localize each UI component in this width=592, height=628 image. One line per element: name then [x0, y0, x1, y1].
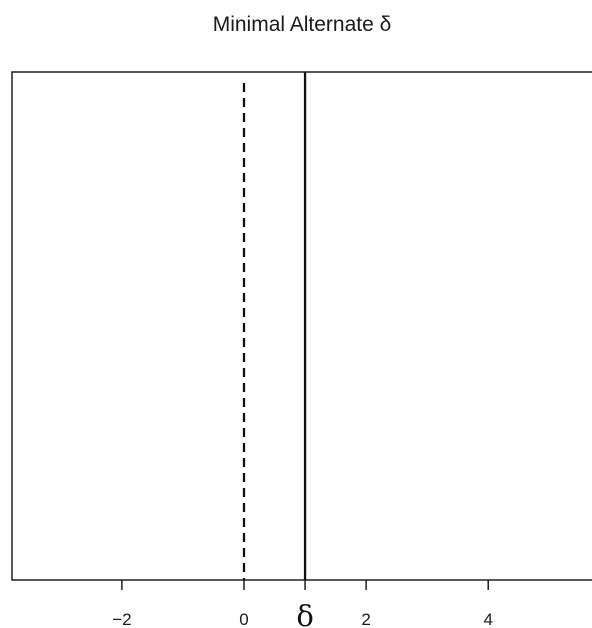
- reference-lines: [242, 72, 307, 580]
- x-tick-label: 2: [361, 610, 370, 628]
- x-axis-ticks: −2 0 2 4: [112, 580, 493, 628]
- x-tick-label: −2: [112, 610, 131, 628]
- annotations: δ: [296, 580, 314, 628]
- plot-frame: [11, 71, 592, 581]
- chart-title: Minimal Alternate δ: [213, 13, 392, 36]
- x-tick-label: 4: [483, 610, 492, 628]
- x-tick-label: 0: [239, 610, 248, 628]
- delta-axis-label: δ: [296, 599, 313, 628]
